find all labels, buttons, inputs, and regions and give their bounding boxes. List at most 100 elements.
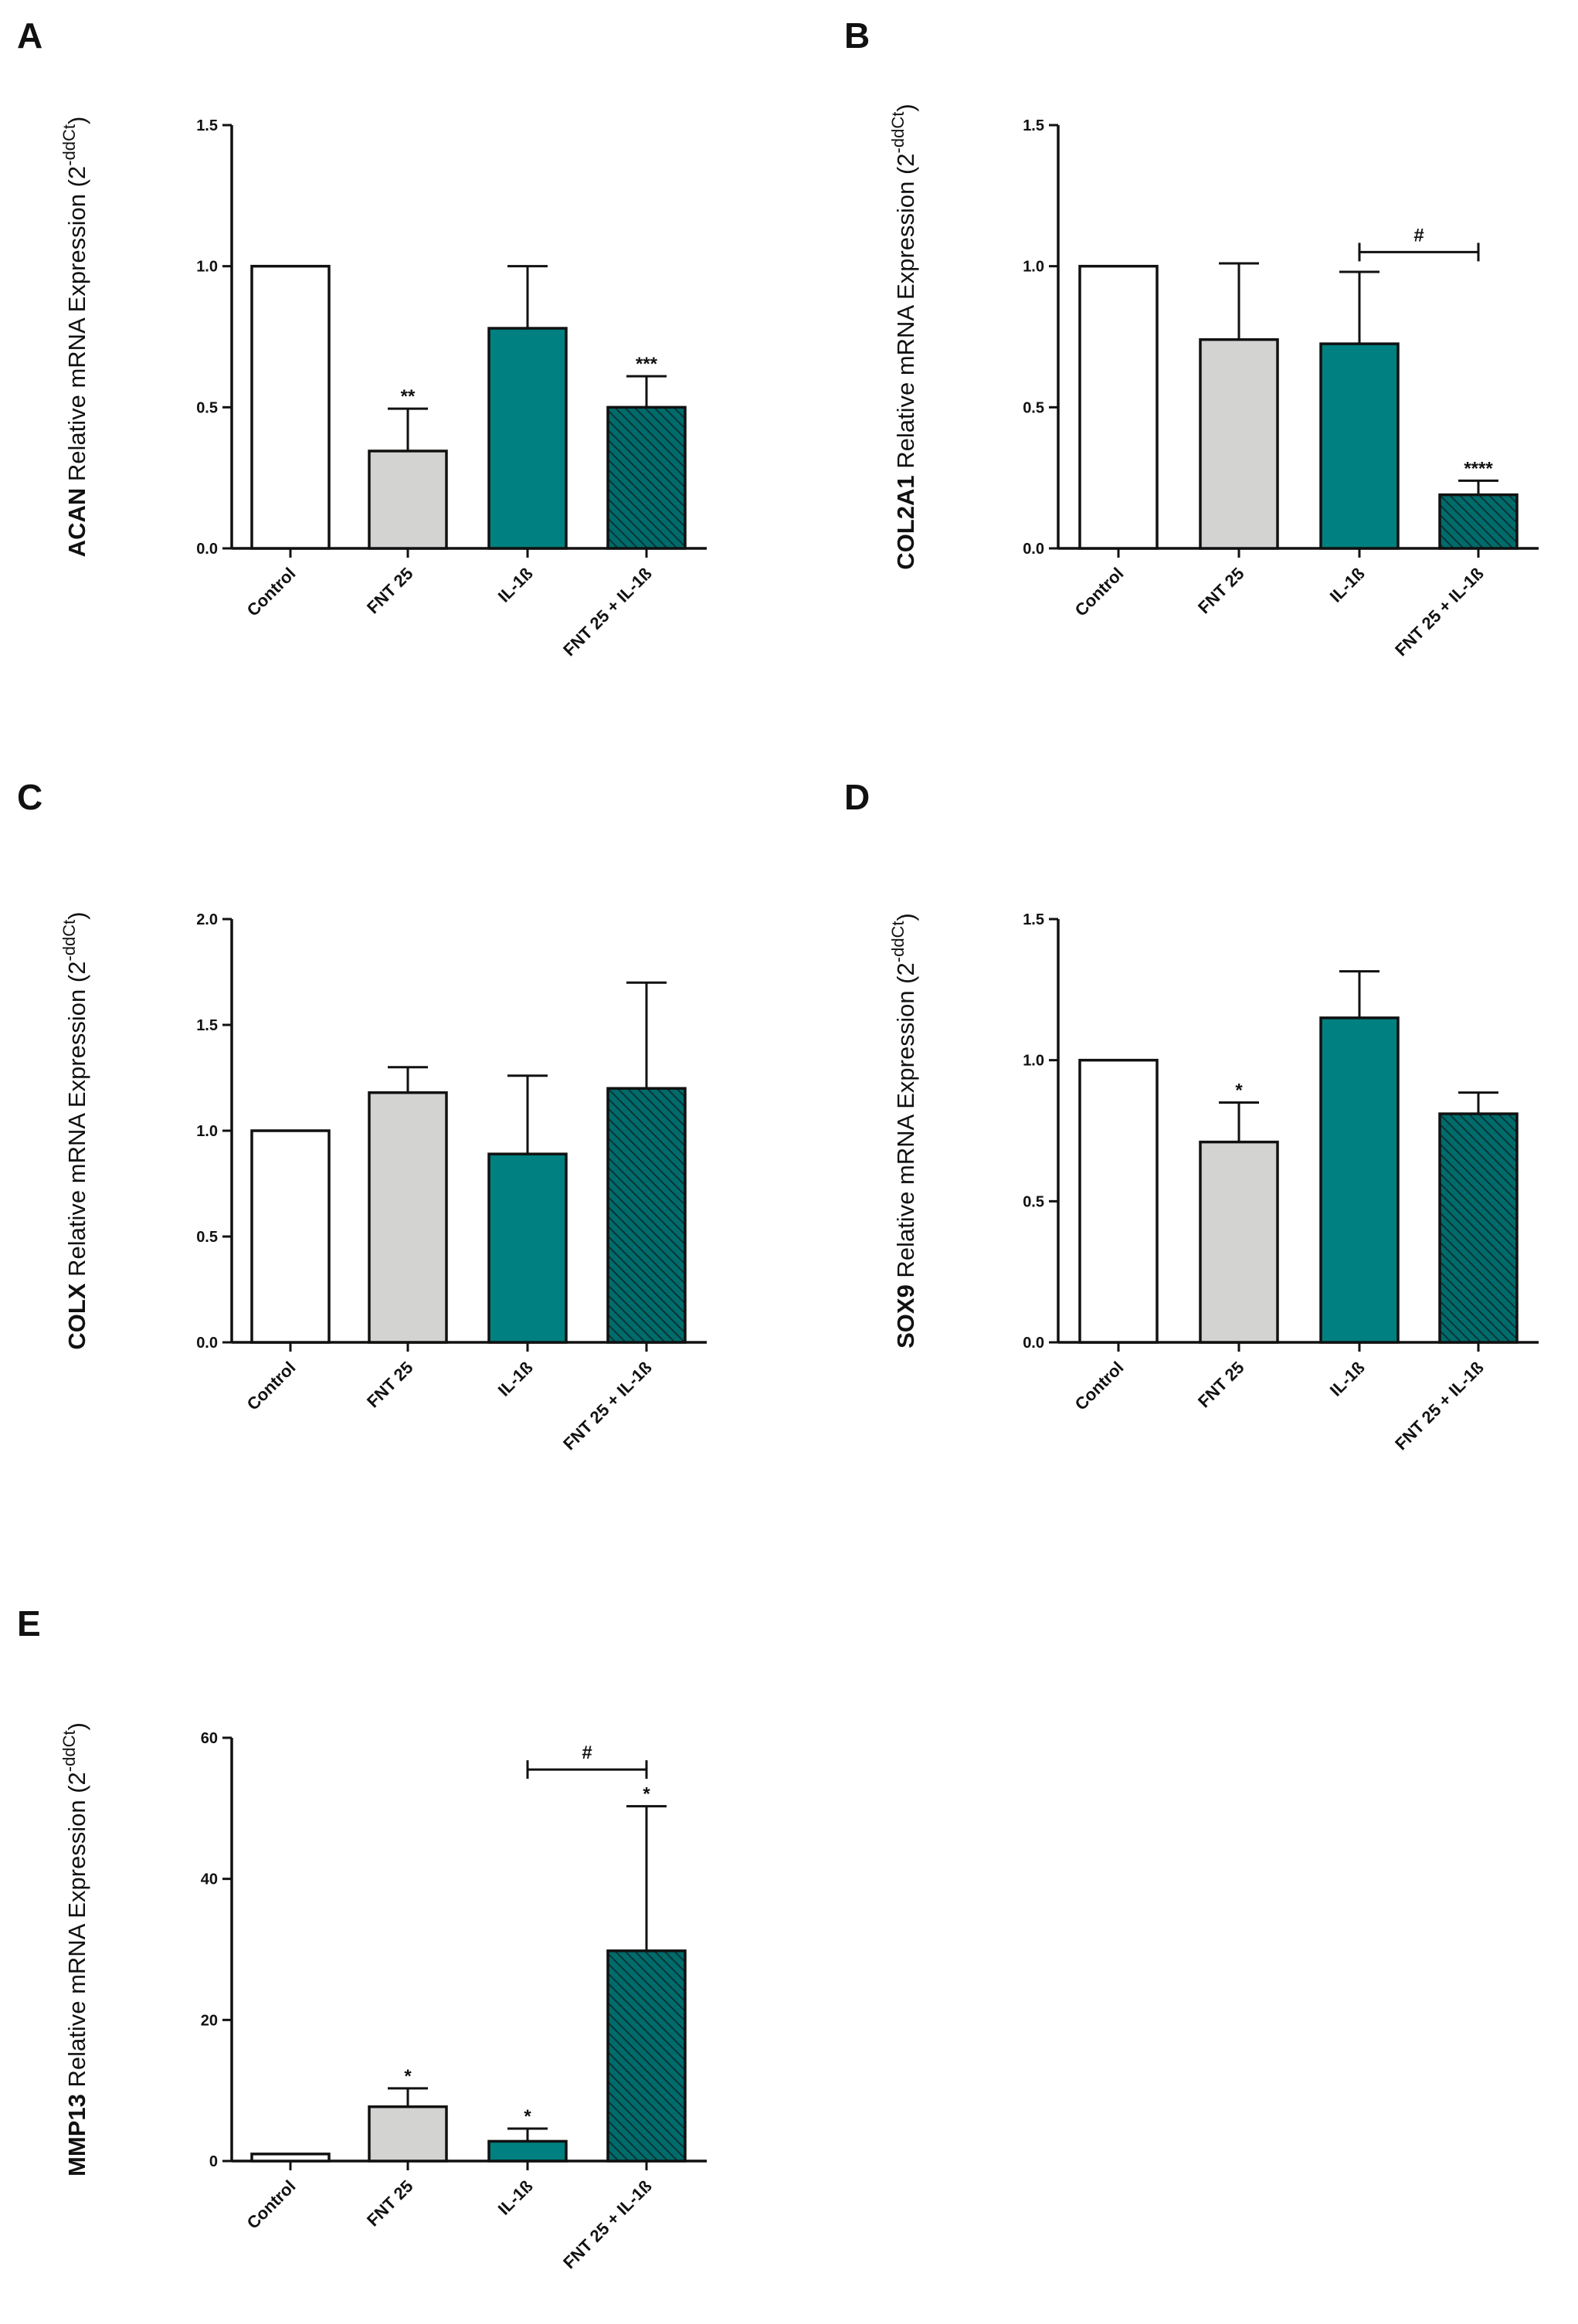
panel-b-category-label: IL-1ß [1326, 564, 1369, 606]
panel-c-y-tick-label: 0.5 [196, 1229, 218, 1246]
panel-a-y-label: ACAN Relative mRNA Expression (2-ddCt) [59, 117, 90, 558]
panel-d-bar-control [1078, 1058, 1159, 1344]
panel-c-bar-fnt25-il1b [606, 1087, 687, 1344]
panel-e-bar-fnt25-significance: * [404, 2066, 412, 2087]
panel-e-y-tick-label: 40 [201, 1871, 218, 1888]
panel-e-category-label: FNT 25 [363, 2176, 417, 2231]
panel-d-category-label: FNT 25 [1194, 1358, 1248, 1412]
panel-c-y-label-close: ) [63, 911, 90, 919]
panel-a-category-label: FNT 25 [363, 564, 417, 618]
panel-d-y-label-text: Relative mRNA Expression (2 [892, 962, 919, 1277]
panel-a-letter: A [17, 15, 42, 56]
panel-c-bar-il1b [487, 1152, 568, 1344]
panel-c-category-label: IL-1ß [494, 1358, 537, 1400]
panel-d-bar-fnt25 [1199, 1140, 1279, 1344]
panel-c-bar-fnt25 [368, 1091, 448, 1344]
panel-b-letter: B [844, 15, 870, 56]
panel-a-y-tick-label: 0.0 [196, 541, 218, 558]
panel-c-y-tick-label: 2.0 [196, 911, 218, 928]
panel-a-y-tick-label: 1.0 [196, 259, 218, 276]
panel-c-y-label-gene: COLX [63, 1277, 90, 1350]
panel-e-y-tick-label: 60 [201, 1730, 218, 1747]
panel-e-bar-fnt25-il1b [606, 1949, 687, 2163]
panel-e-y-label-sup: -ddCt [59, 1730, 79, 1772]
panel-d-y-tick-label: 1.0 [1023, 1053, 1044, 1070]
panel-c-category-label: FNT 25 [363, 1358, 417, 1412]
panel-d-y-label: SOX9 Relative mRNA Expression (2-ddCt) [888, 913, 919, 1349]
panel-e: E 0 20 40 60 MMP13 Relative mRNA Expression (… [17, 1603, 707, 2272]
panel-b-y-label-text: Relative mRNA Expression (2 [892, 153, 919, 468]
panel-b-bar-fnt25 [1199, 338, 1279, 550]
panel-d-y-label-gene: SOX9 [892, 1278, 919, 1349]
panel-a-category-label: FNT 25 + IL-1ß [559, 564, 655, 660]
panel-c-y-label-sup: -ddCt [59, 920, 79, 962]
panel-c-y-tick-label: 0.0 [196, 1335, 218, 1352]
panel-c-category-label: FNT 25 + IL-1ß [559, 1358, 655, 1454]
panel-e-y-tick-label: 0 [209, 2153, 218, 2170]
panel-b-category-label: FNT 25 [1194, 564, 1248, 618]
panel-e-bar-fnt25 [368, 2105, 448, 2163]
panel-d-category-label: FNT 25 + IL-1ß [1391, 1358, 1487, 1454]
panel-b-category-label: FNT 25 + IL-1ß [1391, 564, 1487, 660]
panel-a-category-label: IL-1ß [494, 564, 537, 606]
panel-b-y-label: COL2A1 Relative mRNA Expression (2-ddCt) [888, 103, 919, 569]
panel-d-category-label: Control [1071, 1358, 1128, 1414]
panel-e-y-label: MMP13 Relative mRNA Expression (2-ddCt) [59, 1722, 90, 2176]
panel-e-bar-fnt25-il1b-significance: * [643, 1784, 650, 1805]
panel-a: A 0.0 0.5 1.0 1.5 ACAN Relative mRNA Expressi… [17, 15, 707, 660]
panel-c-y-tick-label: 1.5 [196, 1017, 218, 1034]
panel-e-category-label: FNT 25 + IL-1ß [559, 2176, 655, 2272]
panel-d-letter: D [844, 777, 870, 817]
panel-b-y-tick-label: 1.0 [1023, 259, 1044, 276]
panel-a-y-label-close: ) [63, 117, 90, 124]
panel-e-y-label-gene: MMP13 [63, 2088, 90, 2176]
panel-a-bar-il1b [487, 327, 568, 550]
panel-c-y-tick-label: 1.0 [196, 1123, 218, 1140]
panel-a-y-label-gene: ACAN [63, 481, 90, 557]
panel-a-y-label-sup: -ddCt [59, 124, 79, 166]
panel-b-bracket-label: # [1413, 225, 1424, 246]
panel-c-bar-control [250, 1129, 331, 1344]
panel-c: C 0.0 0.5 1.0 1.5 2.0 COLX Relative mRNA Expre… [17, 777, 707, 1454]
panel-a-bar-fnt25-il1b-significance: *** [636, 354, 658, 375]
panel-a-bar-control [250, 264, 331, 550]
panel-d-y-tick-label: 0.5 [1023, 1193, 1044, 1210]
panel-a-y-label-text: Relative mRNA Expression (2 [63, 166, 90, 481]
panel-d-y-tick-label: 1.5 [1023, 911, 1044, 928]
panel-e-y-label-text: Relative mRNA Expression (2 [63, 1772, 90, 2087]
panel-e-letter: E [17, 1603, 41, 1644]
panel-e-bar-il1b [487, 2139, 568, 2163]
panel-b-y-tick-label: 1.5 [1023, 117, 1044, 134]
panel-d-category-label: IL-1ß [1326, 1358, 1369, 1400]
panel-b-y-label-gene: COL2A1 [892, 469, 919, 570]
panel-d-bar-fnt25-significance: * [1235, 1080, 1243, 1101]
panel-a-y-tick-label: 0.5 [196, 399, 218, 416]
panel-c-y-label: COLX Relative mRNA Expression (2-ddCt) [59, 911, 90, 1349]
panel-a-category-label: Control [243, 564, 300, 620]
panel-d-y-label-sup: -ddCt [888, 921, 908, 962]
panel-b-y-label-close: ) [892, 103, 919, 111]
panel-b-category-label: Control [1071, 564, 1128, 620]
panel-d-bar-il1b [1319, 1016, 1400, 1344]
panel-e-y-tick-label: 20 [201, 2012, 218, 2029]
panel-b-bar-fnt25-il1b-significance: **** [1464, 458, 1493, 479]
panel-e-y-label-close: ) [63, 1722, 90, 1730]
panel-e-bracket-label: # [582, 1742, 592, 1763]
panel-b-bar-il1b [1319, 342, 1400, 550]
panel-a-bar-fnt25-il1b [606, 405, 687, 550]
panel-d-bar-fnt25-il1b [1438, 1112, 1519, 1344]
panel-c-letter: C [17, 777, 42, 817]
panel-d-y-label-close: ) [892, 913, 919, 921]
panel-e-category-label: IL-1ß [494, 2176, 537, 2219]
panel-b: B 0.0 0.5 1.0 1.5 COL2A1 Relative mRNA Expres… [844, 15, 1539, 660]
panel-b-bar-control [1078, 264, 1159, 550]
panel-e-bar-il1b-significance: * [524, 2106, 531, 2127]
panel-c-y-label-text: Relative mRNA Expression (2 [63, 962, 90, 1277]
panel-d: D 0.0 0.5 1.0 1.5 SOX9 Relative mRNA Expressi… [844, 777, 1539, 1454]
panel-e-category-label: Control [243, 2176, 300, 2233]
panel-a-bar-fnt25 [368, 450, 448, 550]
panel-b-bar-fnt25-il1b [1438, 493, 1519, 550]
panel-a-bar-fnt25-significance: ** [401, 386, 416, 407]
panel-b-y-tick-label: 0.5 [1023, 399, 1044, 416]
